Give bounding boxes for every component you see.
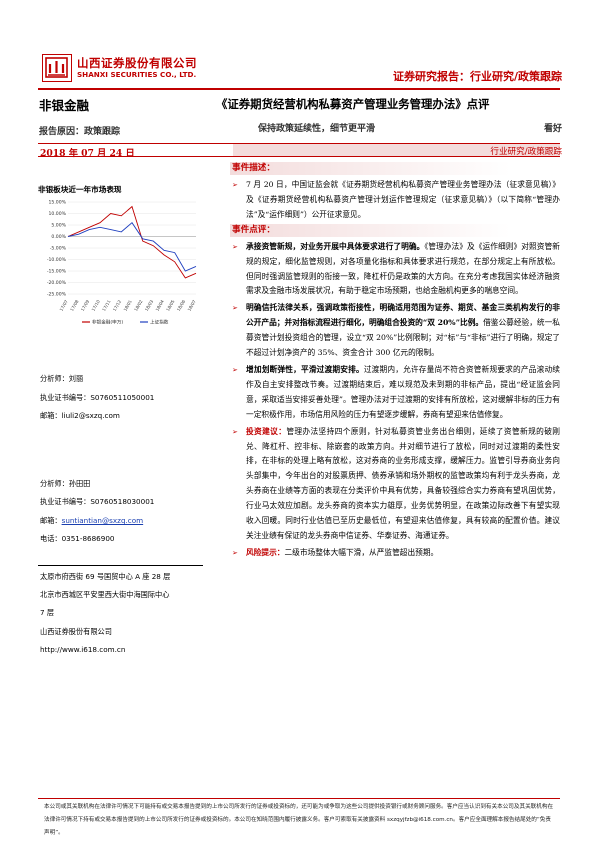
- event-text: 7 月 20 日，中国证监会就《证券期货经营机构私募资产管理业务管理办法（征求意…: [246, 180, 560, 219]
- x-tick-label: 18/06: [176, 299, 187, 312]
- arrow-bullet-icon: ➢: [232, 365, 238, 374]
- point-3-text: 过渡期内，允许存量尚不符合资管新规要求的产品滚动续作及自主安排整改节奏。过渡期结…: [246, 364, 560, 419]
- x-tick-label: 18/07: [186, 299, 197, 312]
- header-divider: [38, 88, 560, 90]
- series-line: [67, 222, 197, 272]
- report-date: 2018 年 07 月 24 日: [40, 148, 135, 159]
- y-tick-label: -15.00%: [47, 269, 67, 275]
- market-performance-chart: 15.00% 10.00% 5.00% 0.00% -5.00% -10.00% -15.0…: [47, 200, 197, 326]
- report-reason: 报告原因：政策跟踪: [39, 127, 121, 137]
- point-2-lead: 明确信托法律关系，强调政策衔接性，明确适用范围为证券、期货、基金三类机构发行的非…: [246, 303, 560, 328]
- analyst-2-line: 分析师：孙田田: [40, 479, 91, 488]
- analyst-1-cert: S0760511050001: [90, 393, 155, 402]
- series-line: [67, 205, 197, 279]
- point-4-text: 管理办法坚持四个原则，针对私募资管业务出台细则，延续了资管新规的破刚兑、降杠杆、…: [246, 426, 560, 540]
- company-logo: [42, 54, 72, 82]
- x-tick-label: 18/02: [133, 299, 144, 312]
- point-4-lead: 投资建议：: [246, 426, 287, 436]
- chart-title: 非银板块近一年市场表现: [38, 185, 122, 194]
- x-tick-label: 18/05: [165, 299, 176, 312]
- arrow-bullet-icon: ➢: [232, 181, 238, 189]
- y-tick-label: 15.00%: [48, 200, 66, 206]
- sector-name: 非银金融: [39, 98, 90, 113]
- analyst-2-email-line: 邮箱：suntiantian@sxzq.com: [40, 516, 144, 525]
- address-beijing-floor: 7 层: [40, 608, 55, 617]
- main-content: 事件描述： ➢ 7 月 20 日，中国证监会就《证券期货经营机构私募资产管理业务…: [230, 162, 560, 561]
- point-1-lead: 承接资管新规，对业务开展中具体要求进行了明确。: [246, 241, 425, 251]
- y-tick-label: -25.00%: [47, 292, 67, 298]
- rating-badge: 看好: [543, 124, 562, 134]
- analyst-1-cert-line: 执业证书编号：S0760511050001: [40, 393, 155, 402]
- x-tick-label: 17/11: [101, 299, 112, 312]
- y-tick-label: 5.00%: [51, 223, 66, 229]
- point-2-text: 借鉴公募经验，统一私募资管计划投资组合的管理，设立“双 20%”比例限制；对“标…: [246, 318, 560, 358]
- point-1-text: 《管理办法》及《运作细则》对照资管新规的规定，细化监管规则，对各项量化指标和具体…: [246, 241, 560, 296]
- y-tick-label: 0.00%: [51, 234, 66, 240]
- phone: 电话：0351-8686900: [40, 534, 115, 543]
- point-3-lead: 增加划断弹性，平滑过渡期安排。: [246, 364, 364, 374]
- analyst-1-name: 刘丽: [68, 374, 84, 383]
- point-5-text: 二级市场整体大幅下滑，从严监管超出预期。: [284, 547, 439, 557]
- legend-label: 非银金融(申万): [92, 319, 123, 326]
- date-bar: [38, 143, 560, 157]
- analyst-1-email-line: 邮箱：liuli2@sxzq.com: [40, 411, 120, 420]
- report-tag: 行业研究/政策跟踪: [490, 147, 562, 157]
- analyst-2-cert: S0760518030001: [90, 497, 155, 506]
- arrow-bullet-icon: ➢: [232, 242, 238, 251]
- point-2: ➢ 明确信托法律关系，强调政策衔接性，明确适用范围为证券、期货、基金三类机构发行…: [230, 301, 560, 361]
- company-url[interactable]: http://www.i618.com.cn: [40, 645, 125, 654]
- legend-label: 上证指数: [150, 319, 169, 326]
- analyst-1-email[interactable]: liuli2@sxzq.com: [61, 411, 120, 420]
- y-tick-label: -20.00%: [47, 280, 67, 286]
- analyst-2-name: 孙田田: [68, 479, 91, 488]
- x-tick-label: 18/04: [154, 299, 165, 312]
- arrow-bullet-icon: ➢: [232, 304, 238, 313]
- point-3: ➢ 增加划断弹性，平滑过渡期安排。过渡期内，允许存量尚不符合资管新规要求的产品滚…: [230, 363, 560, 423]
- report-type: 证券研究报告：行业研究/政策跟踪: [392, 70, 562, 83]
- point-5-lead: 风险提示：: [246, 547, 285, 557]
- company-url-link[interactable]: http://www.i618.com.cn: [40, 645, 126, 654]
- company-name: 山西证券股份有限公司: [40, 627, 112, 636]
- x-tick-label: 17/12: [112, 299, 123, 312]
- analyst-1-line: 分析师：刘丽: [40, 374, 84, 383]
- analyst-2-cert-line: 执业证书编号：S0760518030001: [40, 497, 155, 506]
- logo-icon: [45, 57, 68, 78]
- point-5: ➢ 风险提示：二级市场整体大幅下滑，从严监管超出预期。: [230, 546, 560, 561]
- company-name-cn: 山西证券股份有限公司: [77, 56, 197, 70]
- event-heading: 事件描述：: [230, 162, 560, 175]
- footer-divider: [38, 798, 560, 799]
- company-name-en: SHANXI SECURITIES CO., LTD.: [77, 70, 197, 79]
- x-tick-label: 18/03: [144, 299, 155, 312]
- x-tick-label: 18/01: [122, 299, 133, 312]
- arrow-bullet-icon: ➢: [232, 427, 238, 436]
- disclaimer: 本公司或其关联机构在法律许可情况下可能持有或交易本报告提到的上市公司所发行的证券…: [44, 804, 554, 836]
- x-tick-label: 17/07: [58, 299, 69, 312]
- analyst-2-email[interactable]: suntiantian@sxzq.com: [61, 516, 144, 525]
- point-1: ➢ 承接资管新规，对业务开展中具体要求进行了明确。《管理办法》及《运作细则》对照…: [230, 240, 560, 300]
- x-tick-label: 17/10: [90, 299, 101, 312]
- report-subtitle: 保持政策延续性，细节更平滑: [258, 124, 376, 134]
- address-beijing: 北京市西城区平安里西大街中海国际中心: [40, 590, 170, 599]
- x-tick-label: 17/08: [69, 299, 80, 312]
- x-tick-label: 17/09: [80, 299, 91, 312]
- y-tick-label: 10.00%: [48, 211, 66, 217]
- y-tick-label: -10.00%: [47, 257, 67, 263]
- arrow-bullet-icon: ➢: [232, 548, 238, 557]
- left-divider: [38, 565, 203, 566]
- address-taiyuan: 太原市府西街 69 号国贸中心 A 座 28 层: [40, 572, 171, 581]
- point-4: ➢ 投资建议：管理办法坚持四个原则，针对私募资管业务出台细则，延续了资管新规的破…: [230, 425, 560, 544]
- report-title: 《证券期货经营机构私募资产管理业务管理办法》点评: [216, 97, 490, 111]
- comment-heading: 事件点评：: [230, 223, 560, 237]
- y-tick-label: -5.00%: [50, 246, 67, 252]
- event-paragraph: ➢ 7 月 20 日，中国证监会就《证券期货经营机构私募资产管理业务管理办法（征…: [230, 178, 560, 223]
